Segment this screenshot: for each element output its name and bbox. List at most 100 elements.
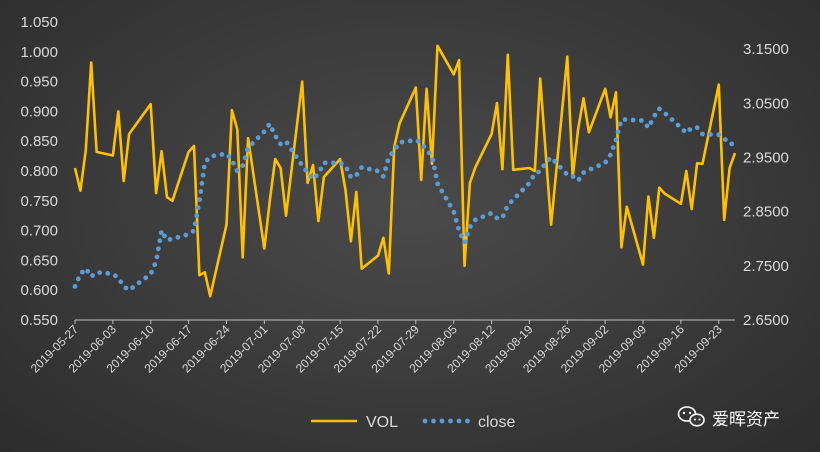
close-dot: [465, 231, 470, 237]
close-dot: [293, 154, 299, 160]
close-dot: [389, 151, 394, 157]
close-dot: [630, 117, 636, 123]
close-dot: [322, 160, 328, 166]
close-dot: [200, 172, 206, 178]
close-dot: [211, 153, 217, 159]
close-dot: [520, 187, 525, 193]
legend-item-vol[interactable]: VOL: [311, 414, 398, 431]
close-dot: [447, 202, 453, 208]
close-dot: [255, 135, 261, 141]
close-dot: [570, 174, 576, 180]
close-dot: [716, 132, 722, 138]
x-axis: 2019-05-272019-06-032019-06-102019-06-17…: [28, 319, 735, 376]
close-dot: [480, 214, 486, 220]
close-dot: [525, 181, 531, 187]
right-tick-label: 3.1500: [743, 41, 789, 58]
close-dot: [85, 268, 91, 274]
close-dot: [75, 276, 81, 282]
close-dot: [407, 138, 413, 144]
close-dot: [394, 144, 399, 150]
close-dot: [435, 181, 441, 187]
close-dot: [201, 164, 207, 170]
left-tick-label: 0.900: [20, 103, 58, 120]
close-dot: [97, 270, 103, 275]
close-dot: [195, 205, 201, 211]
close-dot: [588, 166, 594, 172]
close-dot: [308, 174, 314, 179]
close-dot: [226, 154, 232, 159]
close-dot: [687, 127, 693, 132]
close-dot: [581, 170, 587, 176]
close-dot: [708, 132, 713, 137]
close-dot: [234, 168, 240, 173]
close-dot: [607, 152, 613, 158]
series-line-vol: [73, 44, 737, 298]
close-dot: [242, 155, 248, 161]
close-dot: [541, 163, 547, 169]
close-dot: [563, 170, 569, 176]
watermark: 爱晖资产: [677, 406, 780, 430]
legend-label-vol: VOL: [366, 414, 398, 431]
series-layer: [72, 44, 737, 298]
legend-label-close: close: [478, 414, 515, 431]
close-dot: [80, 269, 85, 275]
close-dot: [162, 233, 167, 239]
close-dot: [576, 176, 582, 182]
close-dot: [488, 211, 493, 217]
close-dot: [278, 141, 283, 147]
close-dot: [546, 157, 552, 162]
close-dot: [669, 117, 675, 122]
close-dot: [175, 234, 181, 240]
close-dot: [380, 173, 386, 179]
close-dot: [675, 122, 681, 128]
legend-dot: [465, 418, 470, 424]
wechat-icon: [677, 406, 705, 427]
close-dot: [399, 139, 405, 145]
right-tick-label: 2.6500: [743, 312, 789, 329]
legend-dot: [431, 418, 436, 424]
close-dot: [190, 228, 196, 234]
close-dot: [603, 159, 609, 165]
close-dot: [219, 152, 225, 157]
left-tick-label: 0.650: [20, 252, 58, 269]
close-dot: [199, 181, 205, 186]
legend[interactable]: VOL close: [311, 414, 515, 431]
close-dot: [415, 138, 421, 144]
close-dot: [152, 262, 158, 268]
close-dot: [456, 225, 461, 231]
close-dot: [197, 197, 203, 203]
left-tick-label: 0.850: [20, 133, 58, 150]
close-dot: [359, 165, 364, 171]
close-dot: [374, 168, 380, 174]
left-tick-label: 0.700: [20, 223, 58, 240]
close-dot: [426, 150, 432, 156]
close-dot: [266, 122, 272, 128]
close-dot: [249, 141, 255, 146]
close-dot: [348, 173, 353, 179]
legend-item-close[interactable]: close: [422, 414, 516, 431]
close-dot: [433, 173, 439, 179]
close-dot: [289, 147, 295, 153]
right-tick-label: 2.7500: [743, 258, 789, 275]
close-dot: [194, 213, 200, 219]
watermark-text: 爱晖资产: [712, 410, 780, 430]
legend-swatch-close: [422, 418, 470, 424]
close-dot: [613, 137, 619, 143]
right-tick-label: 2.8500: [743, 204, 789, 221]
legend-dot: [456, 418, 462, 424]
close-dot: [508, 199, 514, 205]
close-dot: [494, 215, 500, 221]
close-dot: [453, 217, 459, 223]
left-tick-label: 0.600: [20, 282, 58, 299]
close-dot: [113, 273, 118, 279]
close-dot: [622, 117, 628, 122]
close-dot: [158, 230, 164, 236]
close-dot: [552, 158, 558, 164]
close-dot: [383, 166, 388, 172]
left-tick-label: 0.550: [20, 312, 58, 329]
close-dot: [143, 275, 149, 281]
close-dot: [617, 121, 623, 127]
close-dot: [451, 210, 457, 215]
close-dot: [557, 164, 563, 170]
right-tick-label: 2.9500: [743, 149, 789, 166]
